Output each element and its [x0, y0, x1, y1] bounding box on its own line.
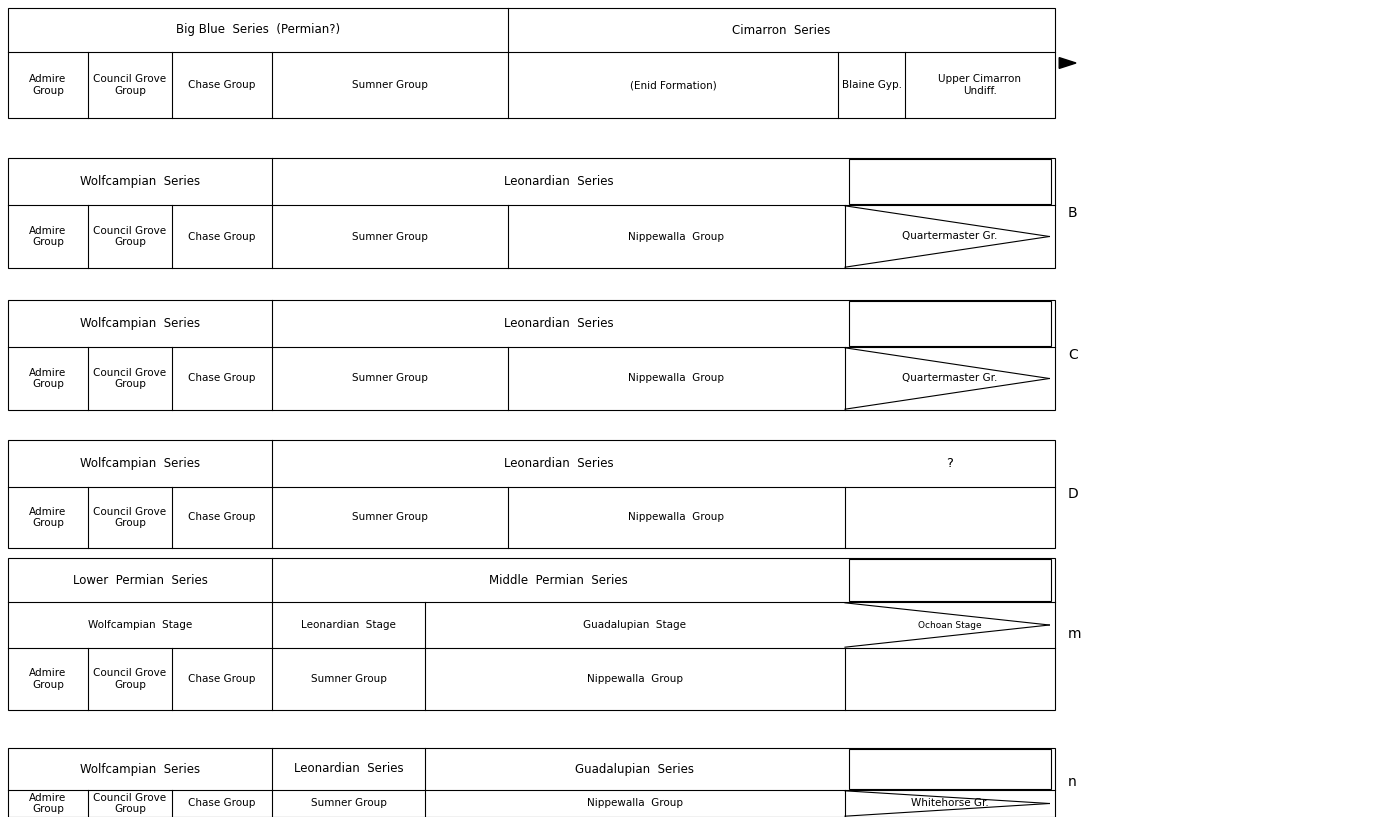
Bar: [850, 749, 1051, 788]
Text: Nippewalla  Group: Nippewalla Group: [629, 512, 725, 523]
Text: Quartermaster Gr.: Quartermaster Gr.: [903, 231, 998, 242]
Text: Guadalupian  Series: Guadalupian Series: [575, 762, 694, 775]
Text: (Enid Formation): (Enid Formation): [630, 80, 717, 90]
Text: Council Grove
Group: Council Grove Group: [94, 368, 167, 389]
Bar: [8, 300, 1056, 410]
Text: Admire
Group: Admire Group: [29, 792, 67, 815]
Text: Wolfcampian  Series: Wolfcampian Series: [80, 457, 200, 470]
Bar: [850, 159, 1051, 203]
Text: Guadalupian  Stage: Guadalupian Stage: [584, 620, 686, 630]
Bar: [8, 8, 1056, 118]
Bar: [850, 559, 1051, 600]
Text: Sumner Group: Sumner Group: [351, 80, 428, 90]
Text: Admire
Group: Admire Group: [29, 368, 67, 389]
Text: Big Blue  Series  (Permian?): Big Blue Series (Permian?): [176, 24, 340, 37]
Text: Sumner Group: Sumner Group: [351, 512, 428, 523]
Text: Council Grove
Group: Council Grove Group: [94, 74, 167, 96]
Text: Quartermaster Gr.: Quartermaster Gr.: [903, 373, 998, 383]
Text: Sumner Group: Sumner Group: [351, 373, 428, 383]
Text: Admire
Group: Admire Group: [29, 668, 67, 690]
Bar: [8, 440, 1056, 548]
Bar: [8, 158, 1056, 268]
Text: Ochoan  Series: Ochoan Series: [900, 762, 1000, 775]
Text: Admire
Group: Admire Group: [29, 225, 67, 248]
Text: Ochoan Stage: Ochoan Stage: [918, 620, 981, 630]
Text: Sumner Group: Sumner Group: [311, 674, 386, 684]
Text: B: B: [1068, 206, 1078, 220]
Text: ?: ?: [946, 457, 953, 470]
Text: Leonardian  Stage: Leonardian Stage: [301, 620, 396, 630]
Text: Chase Group: Chase Group: [189, 80, 256, 90]
Text: Leonardian  Series: Leonardian Series: [504, 457, 613, 470]
Text: Blaine Gyp.: Blaine Gyp.: [841, 80, 902, 90]
Text: Sumner Group: Sumner Group: [311, 798, 386, 809]
Text: Sumner Group: Sumner Group: [351, 231, 428, 242]
Text: Admire
Group: Admire Group: [29, 74, 67, 96]
Text: Cimarron  Series: Cimarron Series: [732, 24, 830, 37]
Text: Council Grove
Group: Council Grove Group: [94, 507, 167, 529]
Text: Upper Cimarron
Undiff.: Upper Cimarron Undiff.: [938, 74, 1022, 96]
Text: Chase Group: Chase Group: [189, 373, 256, 383]
Text: Wolfcampian  Series: Wolfcampian Series: [80, 317, 200, 330]
Text: Chase Group: Chase Group: [189, 231, 256, 242]
Text: Guadalupian  Series: Guadalupian Series: [883, 175, 1016, 188]
Text: Nippewalla  Group: Nippewalla Group: [587, 674, 683, 684]
Text: Leonardian  Series: Leonardian Series: [294, 762, 403, 775]
Text: Whitehorse Gr.: Whitehorse Gr.: [911, 798, 988, 809]
Bar: [8, 748, 1056, 817]
Text: Chase Group: Chase Group: [189, 512, 256, 523]
Bar: [850, 301, 1051, 346]
Text: Guadalupian  Series: Guadalupian Series: [883, 317, 1016, 330]
Text: n: n: [1068, 775, 1077, 789]
Text: Wolfcampian  Series: Wolfcampian Series: [80, 175, 200, 188]
Text: Leonardian  Series: Leonardian Series: [504, 175, 613, 188]
Text: Lower  Permian  Series: Lower Permian Series: [73, 574, 207, 587]
Text: Upper  Permian  Series: Upper Permian Series: [874, 574, 1026, 587]
Text: Wolfcampian  Series: Wolfcampian Series: [80, 762, 200, 775]
Text: Nippewalla  Group: Nippewalla Group: [629, 231, 725, 242]
Text: Council Grove
Group: Council Grove Group: [94, 225, 167, 248]
Polygon shape: [1060, 58, 1077, 69]
Text: D: D: [1068, 487, 1079, 501]
Text: Council Grove
Group: Council Grove Group: [94, 792, 167, 815]
Text: Chase Group: Chase Group: [189, 798, 256, 809]
Text: Leonardian  Series: Leonardian Series: [504, 317, 613, 330]
Text: Wolfcampian  Stage: Wolfcampian Stage: [88, 620, 192, 630]
Text: Chase Group: Chase Group: [189, 674, 256, 684]
Bar: [8, 558, 1056, 710]
Text: C: C: [1068, 348, 1078, 362]
Text: Admire
Group: Admire Group: [29, 507, 67, 529]
Text: Middle  Permian  Series: Middle Permian Series: [489, 574, 627, 587]
Text: Nippewalla  Group: Nippewalla Group: [587, 798, 683, 809]
Text: m: m: [1068, 627, 1081, 641]
Text: Council Grove
Group: Council Grove Group: [94, 668, 167, 690]
Text: Nippewalla  Group: Nippewalla Group: [629, 373, 725, 383]
